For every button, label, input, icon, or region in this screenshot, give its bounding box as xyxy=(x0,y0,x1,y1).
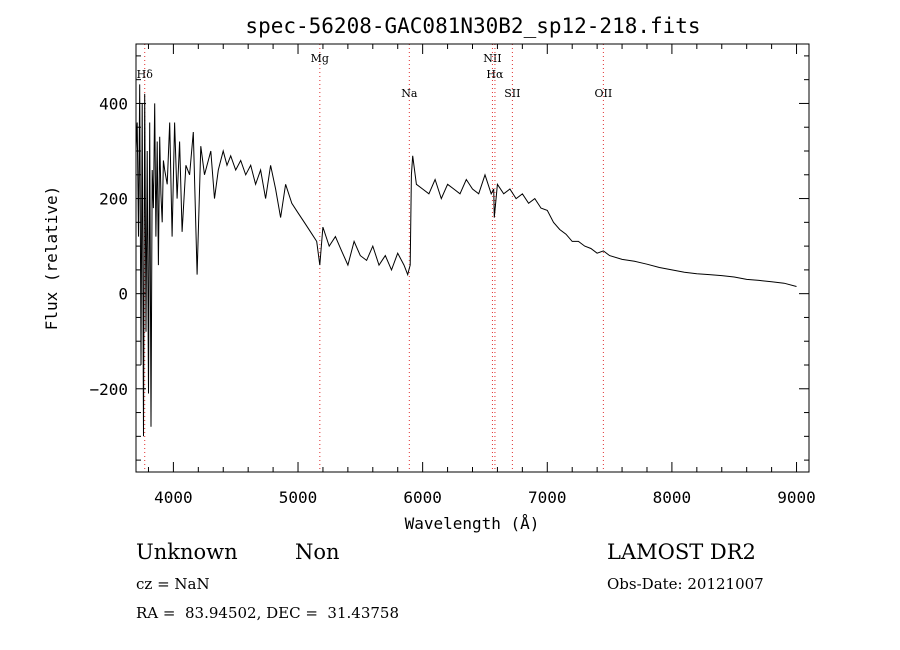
line-label: SII xyxy=(504,87,520,100)
y-tick-label: 0 xyxy=(118,285,128,304)
line-label: Na xyxy=(401,87,418,100)
x-tick-labels: 4000 5000 6000 7000 8000 9000 xyxy=(154,488,816,507)
coordinates: RA = 83.94502, DEC = 31.43758 xyxy=(136,604,400,622)
x-tick-label: 7000 xyxy=(528,488,567,507)
axis-ticks xyxy=(136,44,809,472)
x-tick-label: 8000 xyxy=(653,488,692,507)
object-subclass: Non xyxy=(295,540,340,564)
y-tick-label: 200 xyxy=(99,190,128,209)
line-label: Hδ xyxy=(137,68,154,81)
line-label: Mg xyxy=(311,52,329,65)
x-axis-label: Wavelength (Å) xyxy=(405,514,540,533)
line-label: OII xyxy=(595,87,613,100)
line-label: Hα xyxy=(486,68,504,81)
observation-date: Obs-Date: 20121007 xyxy=(607,575,764,593)
y-tick-label: 400 xyxy=(99,94,128,113)
survey-name: LAMOST DR2 xyxy=(607,540,756,564)
x-tick-label: 5000 xyxy=(279,488,318,507)
chart-title: spec-56208-GAC081N30B2_sp12-218.fits xyxy=(245,14,700,38)
x-tick-label: 4000 xyxy=(154,488,193,507)
spectrum-line xyxy=(135,84,797,437)
spectrum-series xyxy=(135,84,797,437)
plot-frame xyxy=(135,43,810,473)
x-tick-label: 9000 xyxy=(777,488,816,507)
y-tick-label: −200 xyxy=(89,380,128,399)
redshift-cz: cz = NaN xyxy=(136,575,210,593)
y-tick-labels: −200 0 200 400 xyxy=(89,94,128,398)
object-class: Unknown xyxy=(136,540,238,564)
y-axis-label: Flux (relative) xyxy=(42,186,61,331)
line-label: NII xyxy=(483,52,501,65)
x-tick-label: 6000 xyxy=(403,488,442,507)
